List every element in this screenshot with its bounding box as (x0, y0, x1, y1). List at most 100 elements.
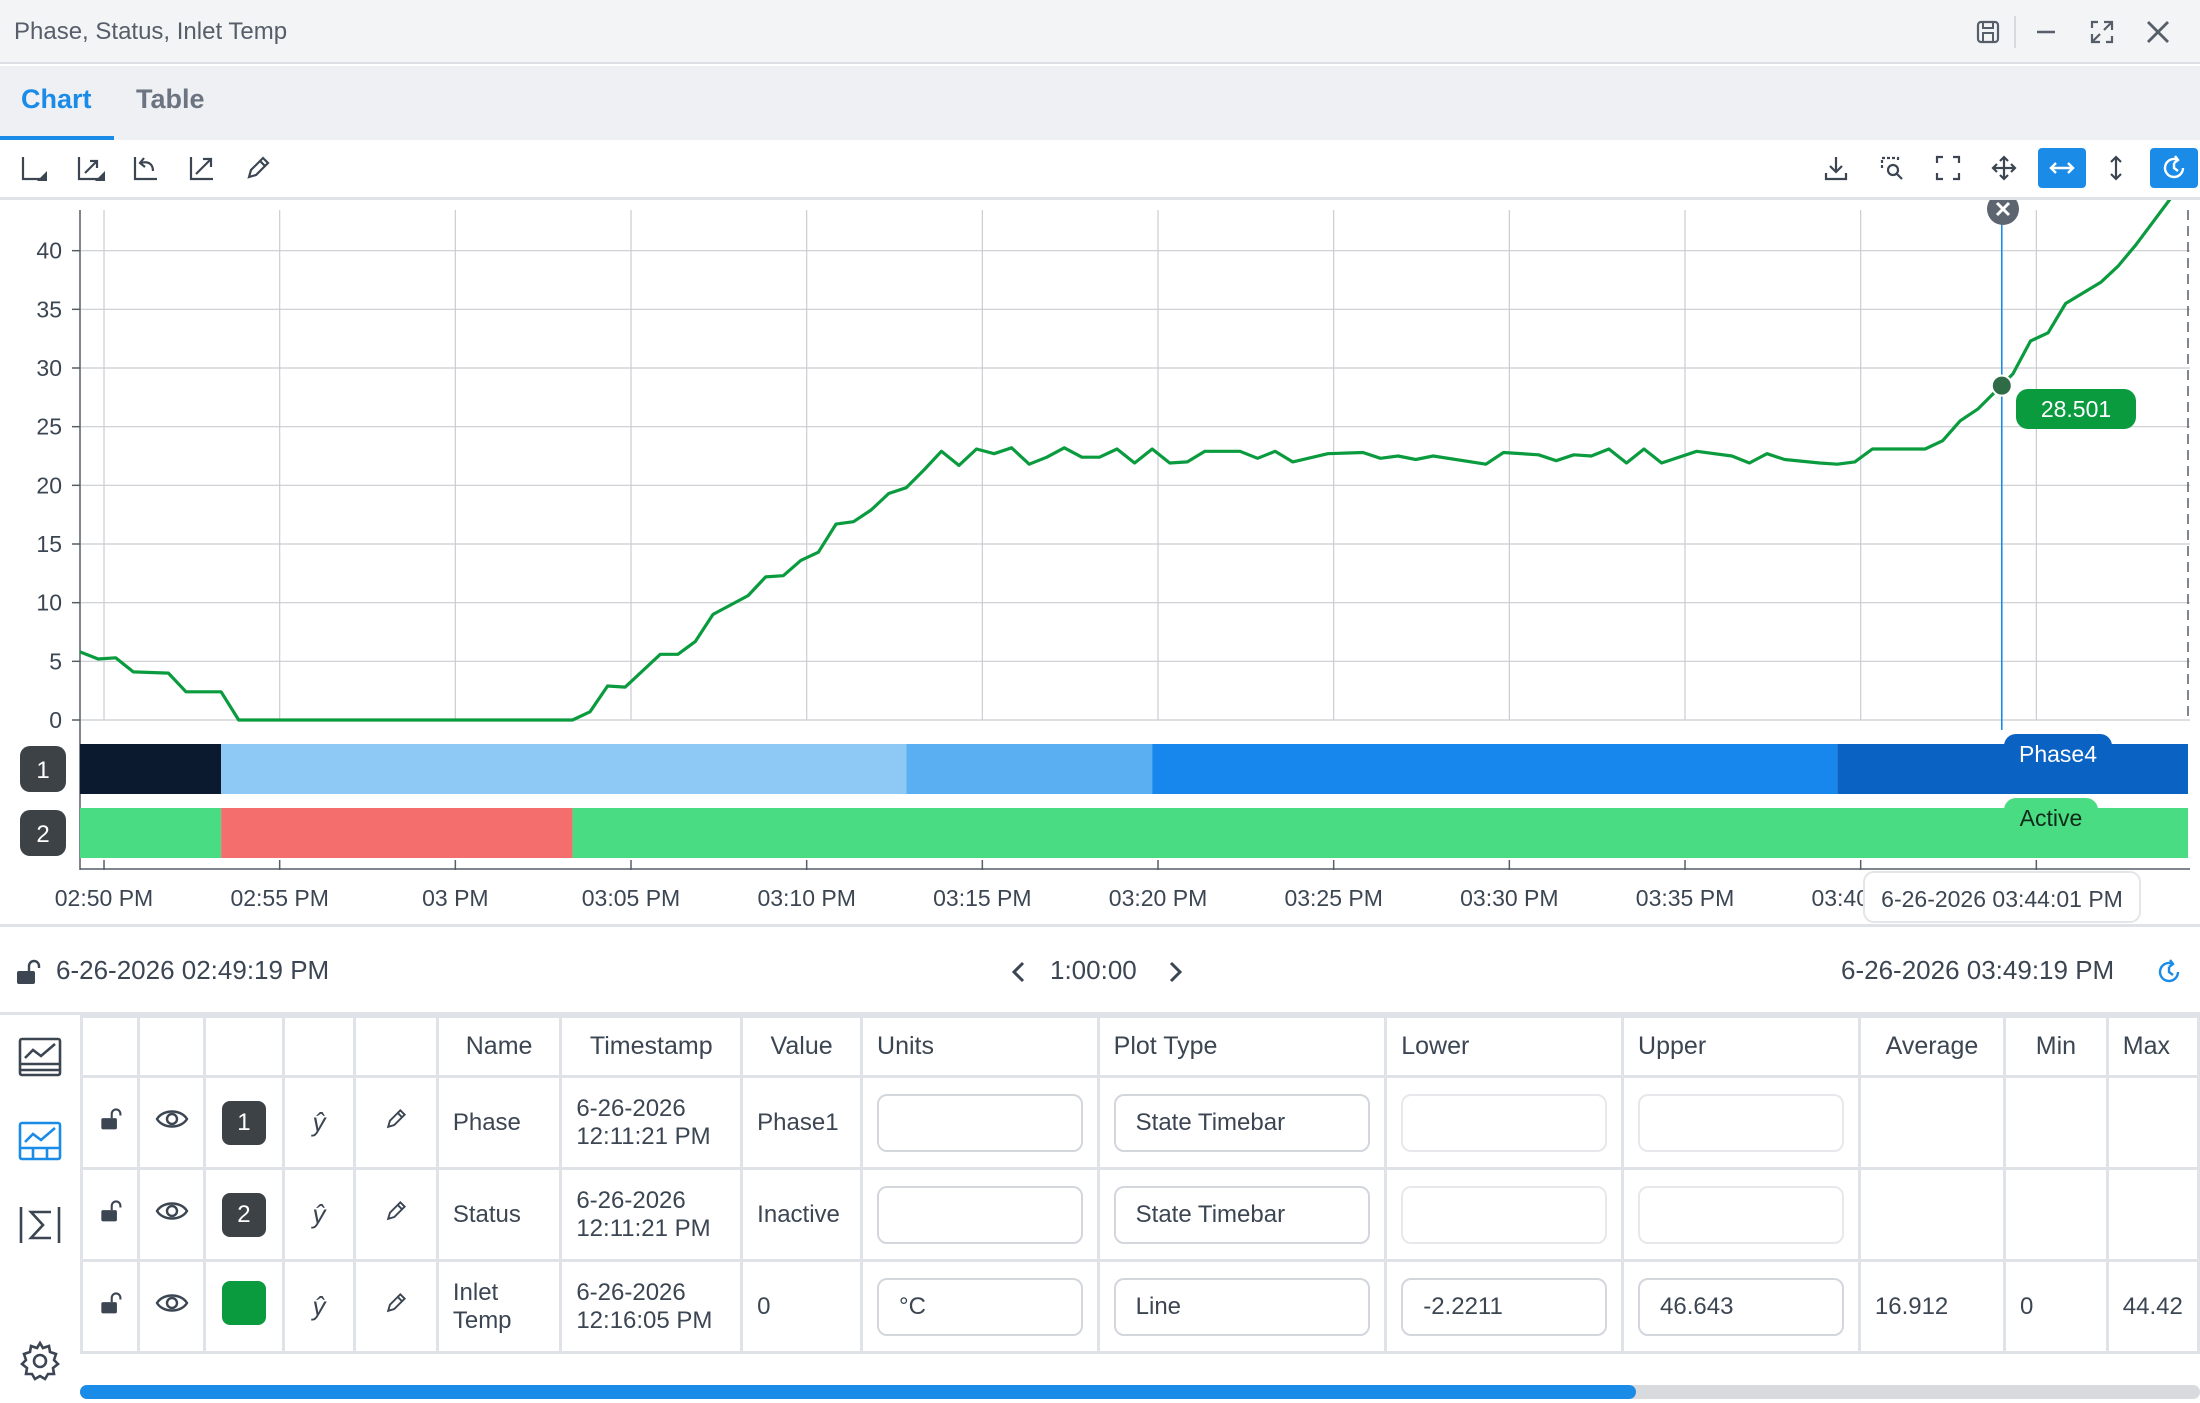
row-visibility-cell[interactable] (137, 1259, 206, 1354)
row-units-cell (860, 1259, 1100, 1354)
y-hat-icon[interactable]: ŷ (312, 1107, 326, 1137)
eye-icon[interactable] (155, 1107, 189, 1131)
close-icon[interactable] (2138, 12, 2178, 52)
lock-open-icon[interactable] (12, 957, 42, 987)
header-upper[interactable]: Upper (1621, 1015, 1861, 1078)
row-axis-cell[interactable]: ŷ (282, 1259, 356, 1354)
cursor-timestamp-tooltip: 6-26-2026 03:44:01 PM (1863, 871, 2141, 923)
pen-icon[interactable] (383, 1106, 409, 1132)
lock-open-icon[interactable] (97, 1290, 123, 1316)
header-units[interactable]: Units (860, 1015, 1100, 1078)
download-icon[interactable] (1814, 148, 1858, 188)
plot-type-select[interactable] (1113, 1093, 1371, 1152)
vertical-cursor-icon[interactable] (2094, 148, 2138, 188)
pan-icon[interactable] (1982, 148, 2026, 188)
row-style-cell[interactable] (352, 1075, 439, 1170)
upper-input[interactable] (1638, 1277, 1844, 1336)
row-lock-cell[interactable] (79, 1075, 141, 1170)
series-badge[interactable]: 1 (221, 1100, 266, 1145)
row-style-cell[interactable] (352, 1259, 439, 1354)
pen-icon[interactable] (383, 1290, 409, 1316)
minimize-icon[interactable] (2026, 12, 2066, 52)
maximize-icon[interactable] (2082, 12, 2122, 52)
series-badge[interactable]: 2 (221, 1192, 266, 1237)
header-lower[interactable]: Lower (1384, 1015, 1625, 1078)
row-visibility-cell[interactable] (137, 1075, 206, 1170)
range-duration[interactable]: 1:00:00 (1050, 955, 1137, 985)
header-value[interactable]: Value (740, 1015, 864, 1078)
timebar-segment[interactable] (221, 744, 907, 794)
refresh-icon[interactable] (2154, 957, 2184, 987)
axis-icon[interactable] (12, 148, 56, 188)
range-start[interactable]: 6-26-2026 02:49:19 PM (56, 955, 330, 985)
lower-input[interactable] (1401, 1277, 1608, 1336)
scrollbar-thumb[interactable] (80, 1385, 1636, 1399)
chevron-right-icon[interactable] (1162, 957, 1188, 987)
save-icon[interactable] (1968, 12, 2008, 52)
pen-icon[interactable] (236, 148, 280, 188)
series-line[interactable] (79, 200, 2188, 722)
row-lock-cell[interactable] (79, 1259, 141, 1354)
trend-chart[interactable]: 0 5 10 15 20 25 30 35 40 45 02:50 PM 02:55 PM 03 PM… (0, 200, 2200, 924)
cursor-point[interactable] (1990, 374, 2013, 397)
units-input[interactable] (877, 1277, 1083, 1336)
plot-type-select[interactable] (1113, 1185, 1371, 1244)
y-hat-icon[interactable]: ŷ (312, 1291, 326, 1321)
undo-zoom-icon[interactable] (124, 148, 168, 188)
x-axis: 02:50 PM 02:55 PM 03 PM 03:05 PM 03:10 PM 03:… (55, 860, 2190, 911)
settings-gear-icon[interactable] (12, 1333, 68, 1389)
horizontal-scrollbar[interactable] (80, 1385, 2200, 1399)
units-input[interactable] (877, 1093, 1083, 1152)
timebar-segment[interactable] (906, 744, 1153, 794)
header-max[interactable]: Max (2105, 1015, 2200, 1078)
timebar-segment[interactable] (80, 808, 222, 858)
tab-chart[interactable]: Chart (21, 84, 92, 114)
timebar-segment[interactable] (1152, 744, 1838, 794)
chevron-left-icon[interactable] (1006, 957, 1032, 987)
header-average[interactable]: Average (1857, 1015, 2007, 1078)
live-refresh-icon[interactable] (2150, 148, 2198, 188)
pen-icon[interactable] (383, 1198, 409, 1224)
units-input[interactable] (877, 1185, 1083, 1244)
eye-icon[interactable] (155, 1199, 189, 1223)
range-end[interactable]: 6-26-2026 03:49:19 PM (1841, 955, 2115, 985)
upper-input[interactable] (1638, 1185, 1844, 1244)
header-name[interactable]: Name (435, 1015, 563, 1078)
row-visibility-cell[interactable] (137, 1167, 206, 1262)
auto-scale-icon[interactable] (180, 148, 224, 188)
header-plot-type[interactable]: Plot Type (1096, 1015, 1388, 1078)
cursor-layer[interactable] (1990, 210, 2013, 730)
y-hat-icon[interactable]: ŷ (312, 1199, 326, 1229)
statistics-icon[interactable] (12, 1197, 68, 1253)
series-table-icon[interactable] (12, 1113, 68, 1169)
plot-type-select[interactable] (1113, 1277, 1371, 1336)
lower-input[interactable] (1401, 1185, 1608, 1244)
row-lock-cell[interactable] (79, 1167, 141, 1262)
zoom-axis-icon[interactable] (68, 148, 112, 188)
horizontal-cursor-icon[interactable] (2038, 148, 2086, 188)
header-min[interactable]: Min (2003, 1015, 2109, 1078)
lock-open-icon[interactable] (97, 1106, 123, 1132)
tab-table[interactable]: Table (136, 84, 205, 114)
cursor-close-button[interactable] (1987, 200, 2019, 225)
eye-icon[interactable] (155, 1291, 189, 1315)
timebar-segment[interactable] (80, 744, 222, 794)
series-color-swatch[interactable] (221, 1281, 266, 1325)
row-axis-cell[interactable]: ŷ (282, 1075, 356, 1170)
chart-table-icon[interactable] (12, 1029, 68, 1085)
timebar-segment[interactable] (221, 808, 573, 858)
row-color-cell[interactable]: 1 (202, 1075, 286, 1170)
lower-input[interactable] (1401, 1093, 1608, 1152)
timebar-segment[interactable] (572, 808, 2189, 858)
zoom-select-icon[interactable] (1870, 148, 1914, 188)
row-style-cell[interactable] (352, 1167, 439, 1262)
lock-open-icon[interactable] (97, 1198, 123, 1224)
row-color-cell[interactable]: 2 (202, 1167, 286, 1262)
time-range-bar: 6-26-2026 02:49:19 PM 1:00:00 6-26-2026 … (0, 924, 2200, 1012)
row-axis-cell[interactable]: ŷ (282, 1167, 356, 1262)
upper-input[interactable] (1638, 1093, 1844, 1152)
fullscreen-icon[interactable] (1926, 148, 1970, 188)
x-tick-label: 03:20 PM (1109, 885, 1207, 911)
header-timestamp[interactable]: Timestamp (559, 1015, 744, 1078)
row-color-cell[interactable] (202, 1259, 286, 1354)
